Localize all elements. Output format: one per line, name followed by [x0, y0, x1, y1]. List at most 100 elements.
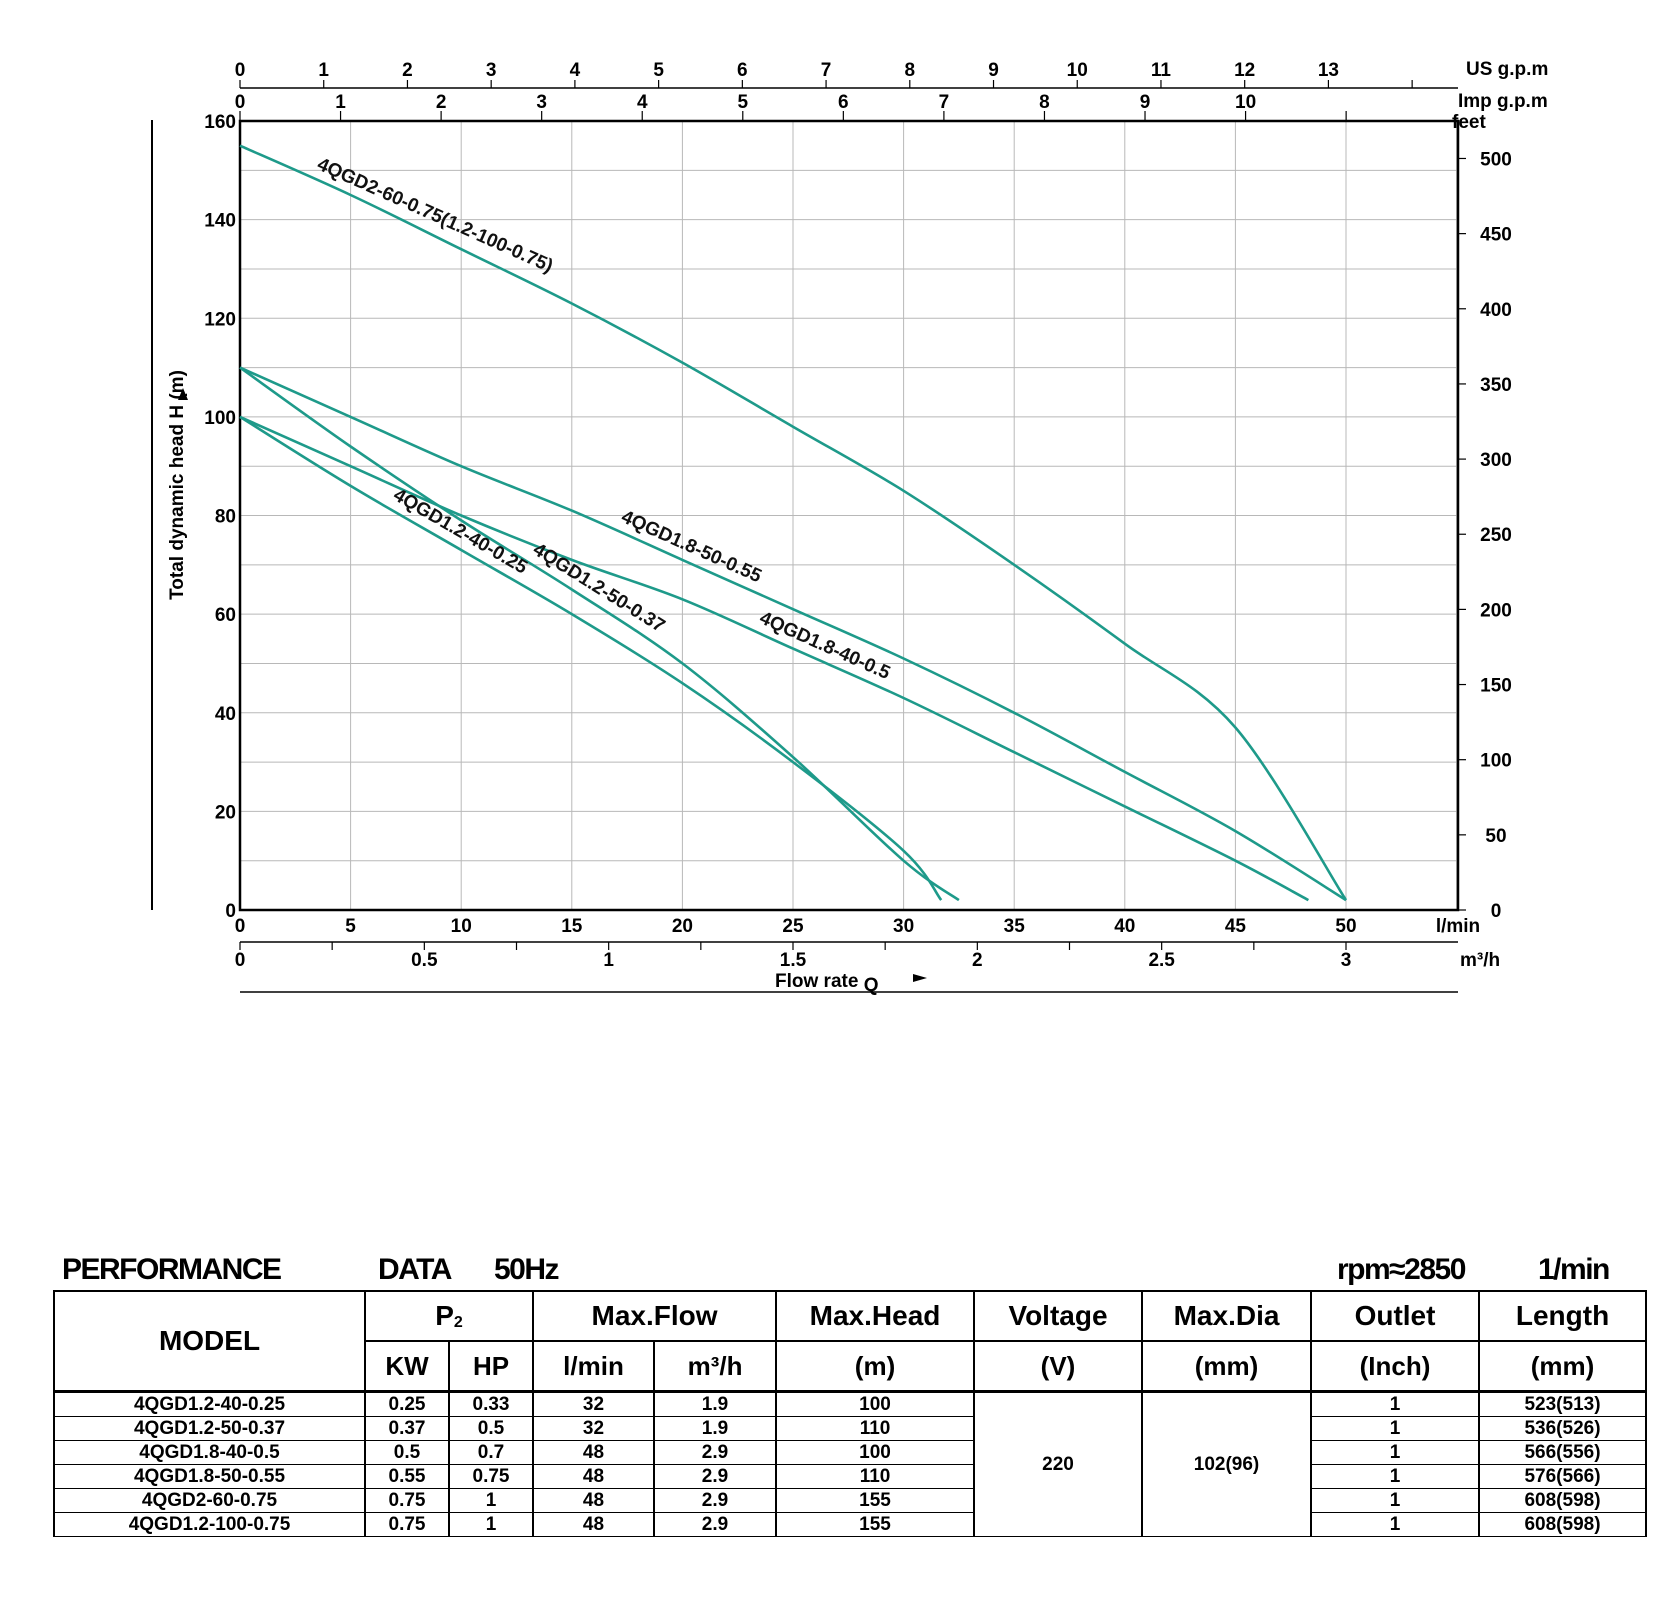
cell-lmin: 48 — [532, 1488, 655, 1513]
cell-length: 576(566) — [1478, 1464, 1648, 1489]
header-max-dia-unit: (mm) — [1141, 1340, 1313, 1393]
cell-m3h: 1.9 — [652, 1416, 778, 1441]
series-label: 4QGD1.2-50-0.37 — [529, 539, 668, 637]
table-row: 4QGD1.2-100-0.75 0.75 1 48 2.9 155 1 608(598) — [53, 1512, 1648, 1537]
performance-rpm: rpm≈2850 — [1337, 1253, 1466, 1286]
x-tick-label: 20 — [672, 916, 693, 937]
performance-table: MODEL P2 Max.Flow Max.Head Voltage Max.D… — [53, 1290, 1648, 1537]
cell-hp: 0.33 — [448, 1390, 534, 1417]
series-line — [239, 415, 943, 901]
x-tick-label: 15 — [561, 916, 583, 937]
cell-model: 4QGD2-60-0.75 — [53, 1488, 366, 1513]
performance-frequency: 50Hz — [494, 1253, 560, 1286]
header-max-head-unit: (m) — [775, 1340, 976, 1393]
cell-max-head: 100 — [775, 1440, 976, 1465]
y-tick-label: 20 — [215, 802, 236, 823]
cell-voltage: 220 — [973, 1390, 1144, 1537]
x-axis-arrow — [913, 974, 927, 982]
imp-gpm-unit-label: Imp g.p.m — [1458, 91, 1548, 112]
cell-max-head: 155 — [775, 1488, 976, 1513]
x-tick-label: 5 — [345, 916, 356, 937]
x-tick-label: 40 — [1114, 916, 1135, 937]
cell-kw: 0.55 — [364, 1464, 450, 1489]
cell-lmin: 32 — [532, 1390, 655, 1417]
series-line — [239, 366, 1347, 902]
y-tick-label: 100 — [204, 408, 236, 429]
table-row: 4QGD1.2-40-0.25 0.25 0.33 32 1.9 100 220 102(96… — [53, 1390, 1648, 1537]
header-voltage: Voltage — [973, 1290, 1144, 1342]
cell-kw: 0.37 — [364, 1416, 450, 1441]
cell-outlet: 1 — [1310, 1464, 1481, 1489]
cell-length: 608(598) — [1478, 1488, 1648, 1513]
imp-gpm-tick-label: 8 — [1039, 92, 1050, 113]
cell-outlet: 1 — [1310, 1488, 1481, 1513]
cell-model: 4QGD1.2-40-0.25 — [53, 1390, 366, 1417]
imp-gpm-tick-label: 3 — [536, 92, 547, 113]
feet-tick-label: 0 — [1491, 901, 1502, 922]
m3h-tick-label: 2.5 — [1148, 950, 1175, 971]
cell-lmin: 32 — [532, 1416, 655, 1441]
cell-outlet: 1 — [1310, 1440, 1481, 1465]
imp-gpm-tick-label: 10 — [1235, 92, 1256, 113]
cell-lmin: 48 — [532, 1440, 655, 1465]
cell-kw: 0.75 — [364, 1488, 450, 1513]
cell-kw: 0.75 — [364, 1512, 450, 1537]
imp-gpm-tick-label: 0 — [235, 92, 246, 113]
y-tick-label: 80 — [215, 507, 236, 528]
header-length: Length — [1478, 1290, 1648, 1342]
plot-frame — [238, 119, 1460, 912]
us-gpm-tick-label: 10 — [1067, 60, 1088, 81]
header-m3h: m³/h — [652, 1340, 778, 1393]
us-gpm-tick-label: 13 — [1318, 60, 1339, 81]
table-row: 4QGD2-60-0.75 0.75 1 48 2.9 155 1 608(598) — [53, 1488, 1648, 1513]
header-outlet-unit: (Inch) — [1310, 1340, 1481, 1393]
cell-outlet: 1 — [1310, 1512, 1481, 1537]
y-axis-arrow — [178, 388, 188, 400]
cell-model: 4QGD1.8-40-0.5 — [53, 1440, 366, 1465]
y-axis-title: Total dynamic head H (m) — [167, 370, 188, 600]
x-tick-label: 0 — [235, 916, 246, 937]
imp-gpm-tick-label: 7 — [939, 92, 950, 113]
performance-table-body: 4QGD1.2-40-0.25 0.25 0.33 32 1.9 100 220 102(96… — [53, 1390, 1648, 1537]
x-unit-label: l/min — [1436, 916, 1480, 937]
y-tick-label: 0 — [225, 901, 236, 922]
feet-tick-label: 100 — [1480, 751, 1512, 772]
cell-length: 523(513) — [1478, 1390, 1648, 1417]
y-tick-label: 120 — [204, 309, 236, 330]
feet-tick-label: 450 — [1480, 225, 1512, 246]
series-label: 4QGD1.8-50-0.55 — [618, 507, 765, 588]
imp-gpm-tick-label: 6 — [838, 92, 849, 113]
m3h-tick-label: 0.5 — [411, 950, 438, 971]
feet-tick-label: 400 — [1480, 300, 1512, 321]
m3h-tick-label: 2 — [972, 950, 983, 971]
cell-m3h: 2.9 — [652, 1440, 778, 1465]
cell-lmin: 48 — [532, 1512, 655, 1537]
header-max-dia: Max.Dia — [1141, 1290, 1313, 1342]
us-gpm-tick-label: 3 — [486, 60, 497, 81]
performance-heading: PERFORMANCE — [62, 1253, 282, 1286]
header-outlet: Outlet — [1310, 1290, 1481, 1342]
us-gpm-tick-label: 8 — [905, 60, 916, 81]
performance-rpm-unit: 1/min — [1538, 1253, 1610, 1286]
cell-max-dia: 102(96) — [1141, 1390, 1313, 1537]
m3h-tick-label: 1 — [603, 950, 614, 971]
cell-kw: 0.5 — [364, 1440, 450, 1465]
imp-gpm-tick-label: 1 — [335, 92, 346, 113]
header-length-unit: (mm) — [1478, 1340, 1648, 1393]
cell-length: 566(556) — [1478, 1440, 1648, 1465]
us-gpm-tick-label: 0 — [235, 60, 246, 81]
cell-kw: 0.25 — [364, 1390, 450, 1417]
cell-length: 608(598) — [1478, 1512, 1648, 1537]
cell-m3h: 2.9 — [652, 1464, 778, 1489]
cell-length: 536(526) — [1478, 1416, 1648, 1441]
y-tick-label: 140 — [204, 211, 236, 232]
imp-gpm-tick-label: 2 — [436, 92, 447, 113]
feet-tick-label: 500 — [1480, 149, 1512, 170]
cell-m3h: 2.9 — [652, 1488, 778, 1513]
us-gpm-tick-label: 1 — [318, 60, 329, 81]
cell-m3h: 1.9 — [652, 1390, 778, 1417]
x-tick-label: 50 — [1335, 916, 1356, 937]
feet-tick-label: 250 — [1480, 525, 1512, 546]
table-row: 4QGD1.8-40-0.5 0.5 0.7 48 2.9 100 1 566(556) — [53, 1440, 1648, 1465]
